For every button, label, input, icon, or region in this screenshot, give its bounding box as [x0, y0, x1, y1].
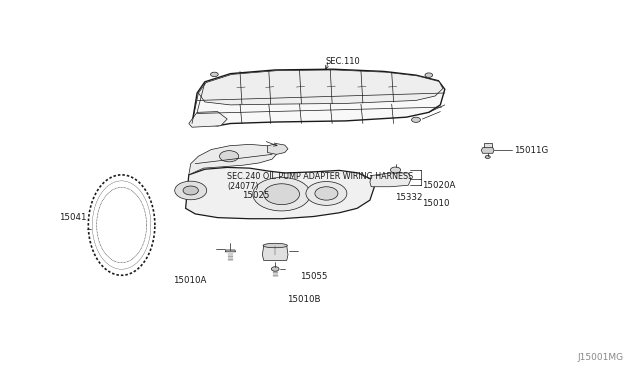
Circle shape [264, 184, 300, 205]
Polygon shape [481, 148, 494, 153]
Circle shape [315, 187, 338, 200]
Circle shape [220, 151, 239, 162]
Polygon shape [370, 173, 411, 187]
Circle shape [211, 72, 218, 77]
Text: SEC.240 OIL PUMP ADAPTER WIRING HARNESS
(24077): SEC.240 OIL PUMP ADAPTER WIRING HARNESS … [227, 172, 413, 191]
Circle shape [485, 155, 490, 158]
Circle shape [425, 73, 433, 77]
Text: 15025: 15025 [242, 191, 269, 200]
Polygon shape [189, 112, 227, 127]
Polygon shape [198, 70, 443, 105]
Circle shape [390, 167, 401, 173]
Polygon shape [484, 143, 492, 148]
Polygon shape [186, 167, 374, 219]
Polygon shape [268, 144, 288, 154]
Text: 15010: 15010 [422, 199, 450, 208]
Polygon shape [262, 246, 288, 260]
Ellipse shape [263, 243, 287, 248]
Text: 15055: 15055 [300, 272, 327, 281]
Text: J15001MG: J15001MG [578, 353, 624, 362]
Text: 15010B: 15010B [287, 295, 320, 304]
Text: 15041: 15041 [59, 213, 86, 222]
Text: SEC.110: SEC.110 [325, 57, 360, 66]
Polygon shape [225, 250, 236, 252]
Text: 15332: 15332 [395, 193, 422, 202]
Text: 15020A: 15020A [422, 181, 456, 190]
Circle shape [253, 177, 310, 211]
Polygon shape [189, 144, 276, 175]
Circle shape [183, 186, 198, 195]
Circle shape [271, 267, 279, 271]
Polygon shape [192, 69, 445, 126]
Text: 15011G: 15011G [514, 146, 548, 155]
Text: 15010A: 15010A [173, 276, 206, 285]
Circle shape [306, 182, 347, 205]
Circle shape [412, 117, 420, 122]
Circle shape [175, 181, 207, 200]
